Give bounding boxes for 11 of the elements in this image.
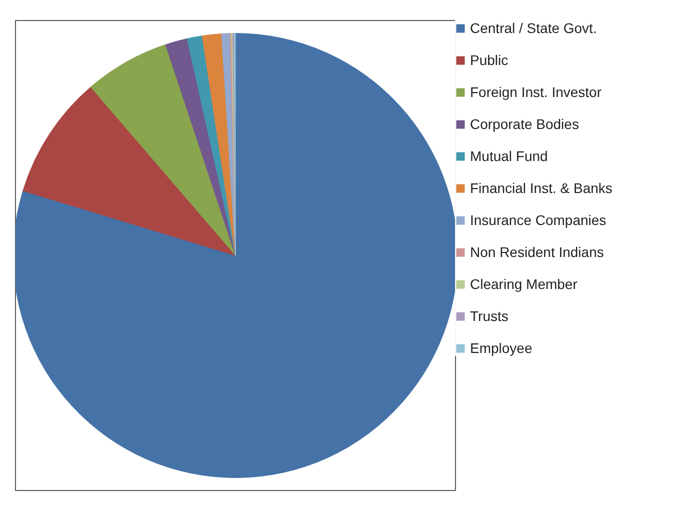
- legend-label: Clearing Member: [470, 276, 578, 292]
- legend-label: Non Resident Indians: [470, 244, 604, 260]
- legend-label: Corporate Bodies: [470, 116, 579, 132]
- legend-label: Employee: [470, 340, 532, 356]
- legend-label: Financial Inst. & Banks: [470, 180, 612, 196]
- legend-label: Insurance Companies: [470, 212, 606, 228]
- legend-label: Trusts: [470, 308, 508, 324]
- legend-label: Mutual Fund: [470, 148, 548, 164]
- legend-label: Central / State Govt.: [470, 20, 597, 36]
- legend-label: Public: [470, 52, 508, 68]
- legend-label: Foreign Inst. Investor: [470, 84, 602, 100]
